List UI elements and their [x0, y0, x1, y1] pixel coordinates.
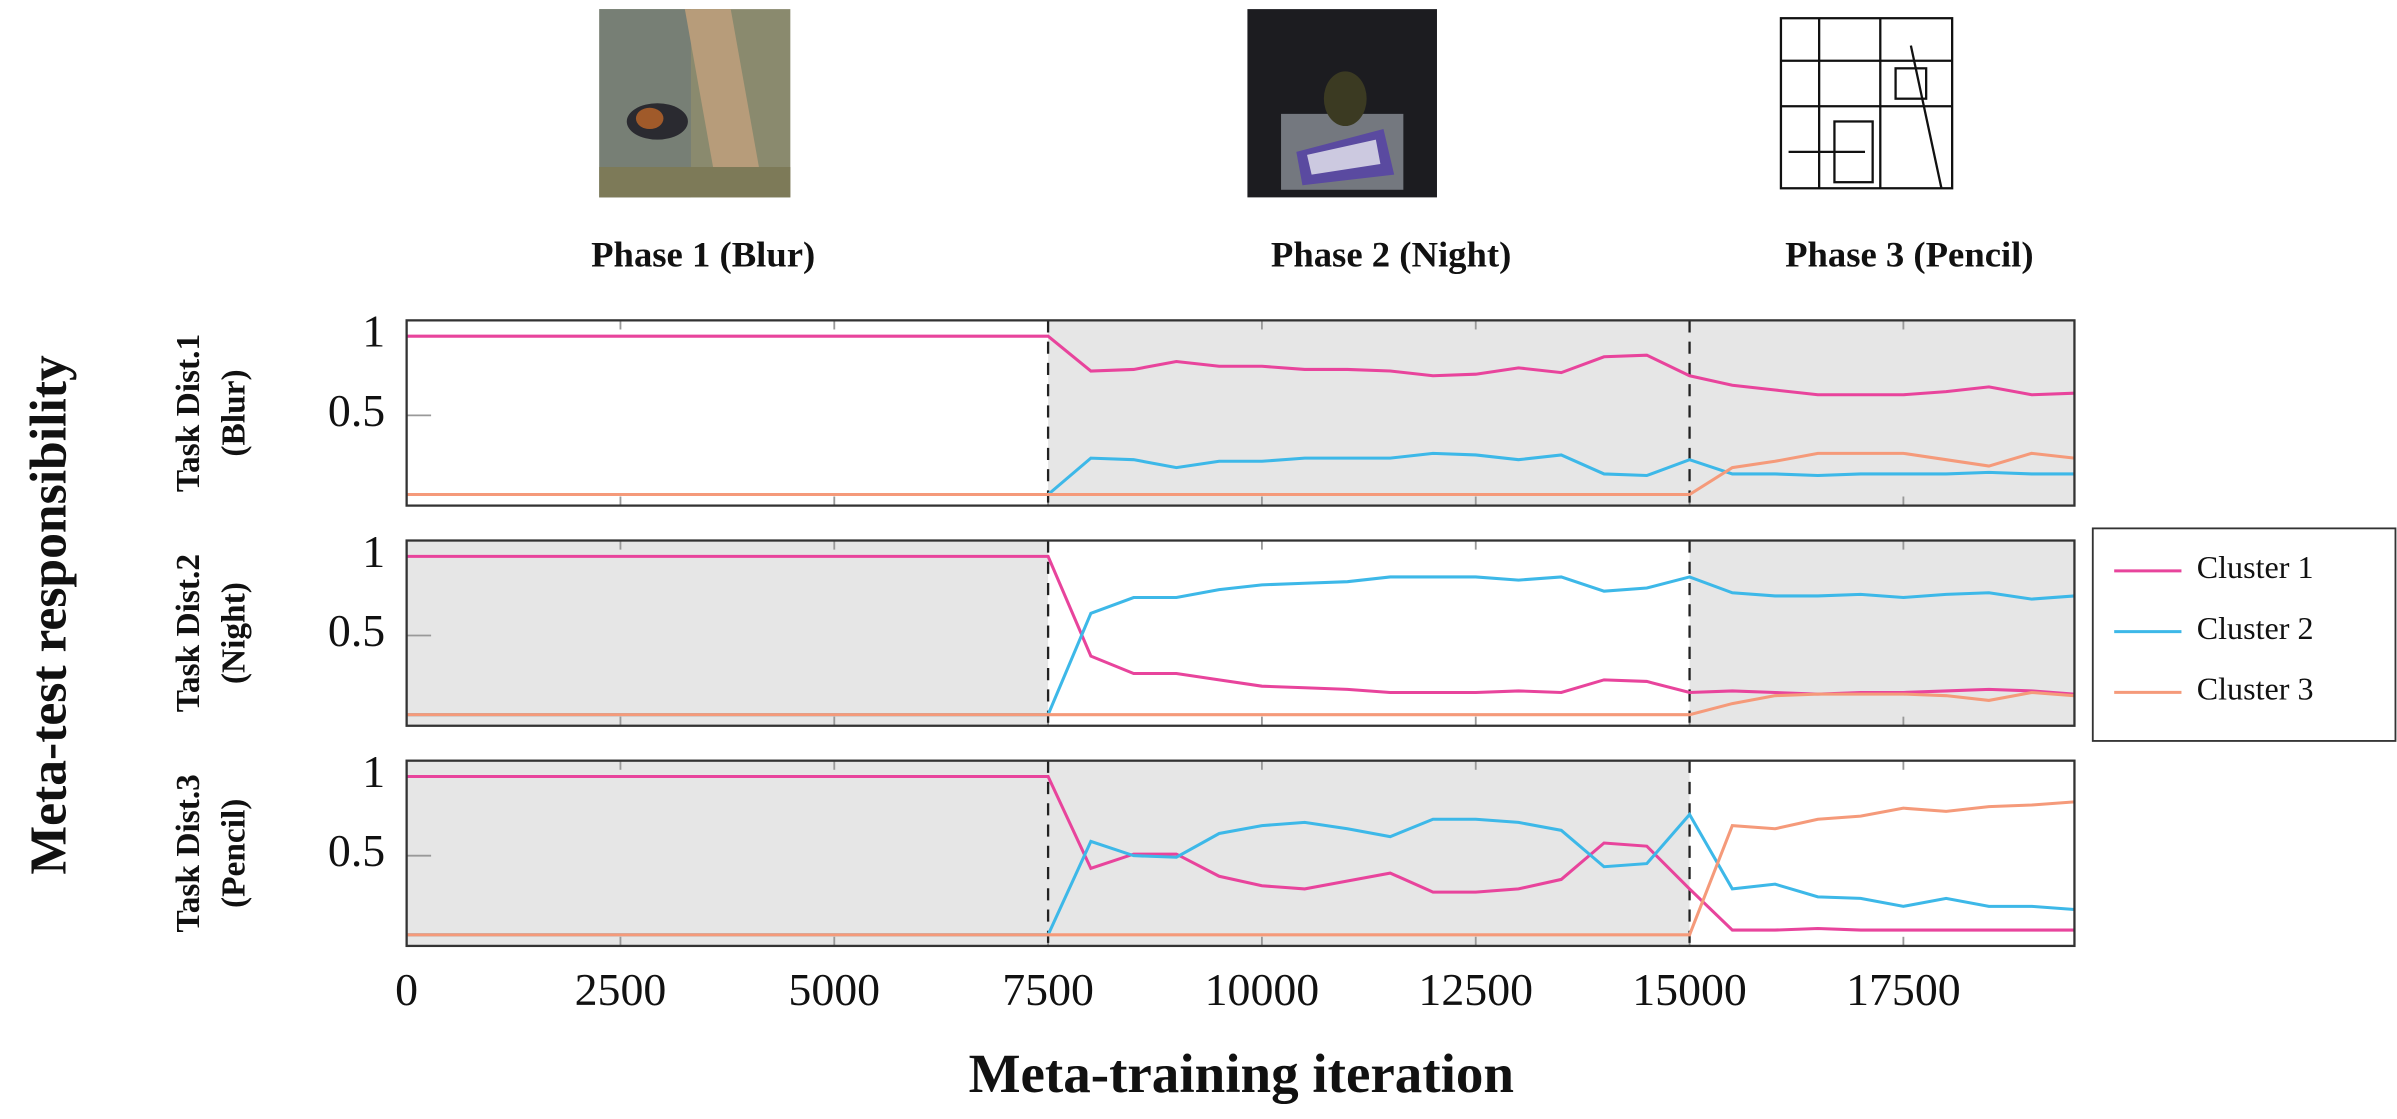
- x-tick-label: 12500: [1418, 964, 1533, 1015]
- shaded-region: [407, 541, 1048, 726]
- figure: Phase 1 (Blur) Phase 2 (Night) Phase 3 (…: [0, 0, 2397, 1119]
- y-tick-label: 0.5: [328, 385, 385, 436]
- phase-label: Phase 2 (Night): [1271, 234, 1511, 275]
- x-axis-title: Meta-training iteration: [969, 1043, 1514, 1104]
- x-tick-label: 7500: [1002, 964, 1094, 1015]
- phase-images: [599, 9, 1961, 197]
- legend-label: Cluster 1: [2197, 549, 2314, 585]
- y-tick-label: 1: [362, 526, 385, 577]
- panel-ylabel: (Night): [216, 582, 253, 684]
- x-tick-label: 15000: [1632, 964, 1747, 1015]
- legend-label: Cluster 2: [2197, 610, 2314, 646]
- x-tick-label: 17500: [1846, 964, 1961, 1015]
- shaded-region: [1690, 541, 2075, 726]
- panel-ylabel: Task Dist.3: [170, 774, 207, 932]
- shaded-region: [1048, 320, 2074, 505]
- legend-label: Cluster 3: [2197, 671, 2314, 707]
- x-tick-label: 0: [395, 964, 418, 1015]
- panel-ylabel: (Blur): [216, 369, 253, 456]
- blur-image: [599, 9, 790, 197]
- pencil-image: [1772, 9, 1962, 197]
- x-tick-label: 5000: [788, 964, 880, 1015]
- panel-ylabel: Task Dist.2: [170, 554, 207, 712]
- y-tick-label: 1: [362, 746, 385, 797]
- y-tick-label: 1: [362, 306, 385, 357]
- panel-ylabel: Task Dist.1: [170, 334, 207, 492]
- x-tick-label: 10000: [1205, 964, 1320, 1015]
- y-axis-title: Meta-test responsibility: [20, 355, 77, 874]
- phase-label: Phase 3 (Pencil): [1785, 234, 2033, 275]
- x-tick-label: 2500: [575, 964, 667, 1015]
- panel-ylabel: (Pencil): [216, 799, 253, 908]
- y-tick-label: 0.5: [328, 825, 385, 876]
- night-image: [1247, 9, 1437, 197]
- y-tick-label: 0.5: [328, 605, 385, 656]
- phase-label: Phase 1 (Blur): [591, 234, 815, 275]
